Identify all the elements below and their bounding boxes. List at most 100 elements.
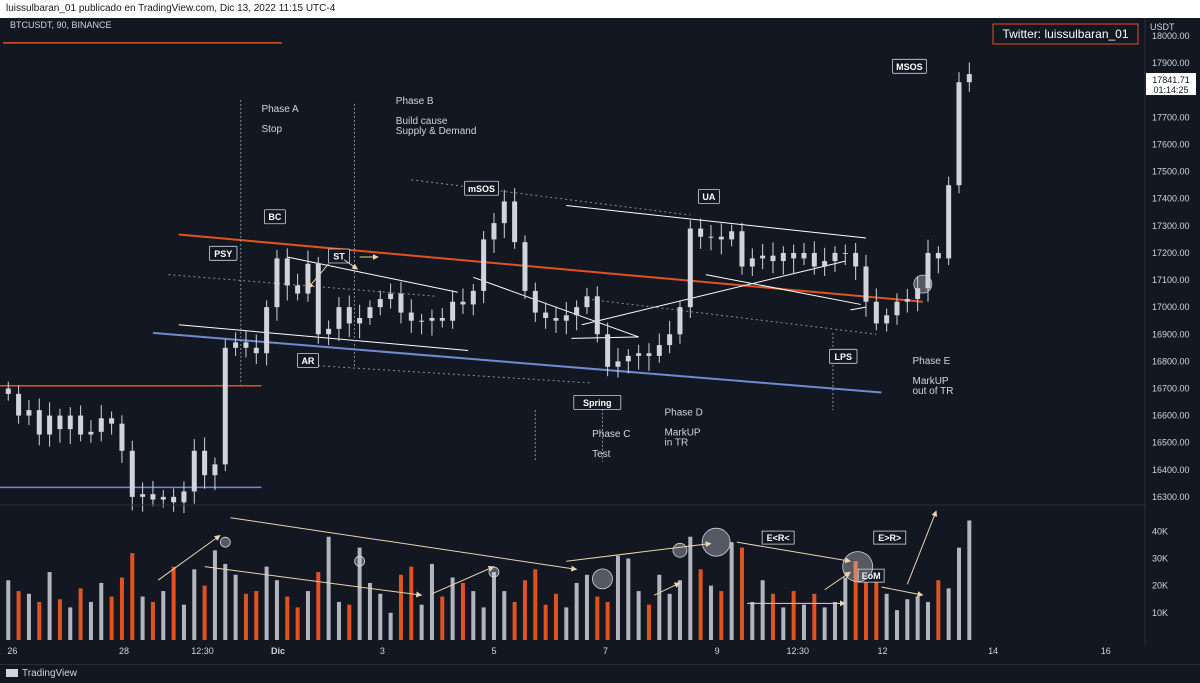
candle-body [119, 423, 125, 451]
volume-bar [202, 585, 207, 640]
volume-bar [6, 580, 11, 640]
volume-bar [729, 542, 734, 640]
candle-body [357, 317, 363, 324]
candle-body [36, 410, 42, 435]
volume-trend-arrow [906, 510, 938, 585]
candle-body [553, 317, 559, 321]
candle-body [171, 496, 177, 503]
candle-body [739, 231, 745, 267]
candle-body [109, 418, 115, 424]
last-price-badge [1146, 73, 1196, 96]
volume-bar [336, 601, 341, 640]
volume-bar [946, 588, 951, 640]
candle-body [346, 307, 352, 324]
volume-bar [574, 582, 579, 640]
candle-body [16, 393, 22, 416]
publish-caption: luissulbaran_01 publicado en TradingView… [0, 0, 1200, 18]
volume-highlight-circle [592, 568, 613, 590]
volume-bar [657, 574, 662, 640]
candle-body [160, 496, 166, 500]
price-tick-label: 17500.00 [1152, 167, 1190, 177]
volume-bar [605, 601, 610, 640]
candle-body [243, 342, 249, 348]
phase-subtitle: Test [592, 449, 611, 460]
volume-highlight-circle [701, 527, 731, 557]
candle-body [801, 252, 807, 259]
label-box-spring [573, 394, 622, 410]
label-box-st [328, 248, 350, 264]
volume-bar [109, 596, 114, 640]
volume-bar [295, 607, 300, 640]
candle-body [222, 347, 228, 465]
volume-bar [161, 591, 166, 640]
candle-body [150, 494, 156, 500]
candle-body [501, 201, 507, 224]
volume-bar [68, 607, 73, 640]
volume-bar [843, 577, 848, 640]
price-tick-label: 16300.00 [1152, 492, 1190, 502]
volume-label: EoM [862, 571, 881, 581]
volume-bar [254, 591, 259, 640]
btc-wyckoff-chart[interactable]: PSY BC ST AR mSOS Spring UA LPS MSOS Phase A Stop P… [0, 18, 1200, 664]
volume-bar [646, 604, 651, 640]
candle-body [594, 296, 600, 335]
volume-bar [357, 547, 362, 640]
candle-body [718, 236, 724, 240]
descending-resistance-trendline [178, 233, 923, 303]
descending-support-trendline [152, 331, 882, 394]
volume-bar [57, 599, 62, 640]
volume-bar [326, 536, 331, 640]
candle-body [904, 299, 910, 302]
price-tick-label: 17300.00 [1152, 221, 1190, 231]
candle-body [543, 312, 549, 318]
channel-mid-b [571, 336, 639, 339]
volume-bar [491, 572, 496, 640]
phase-title: Phase B [396, 96, 434, 107]
candle-body [47, 415, 53, 435]
volume-trend-arrow [204, 566, 423, 598]
candle-body [791, 252, 797, 259]
candle-body [98, 418, 104, 432]
time-tick-label: 7 [603, 646, 608, 656]
price-tick-label: 17900.00 [1152, 58, 1190, 68]
dotted-trend-a [168, 274, 438, 297]
volume-bar [853, 561, 858, 640]
phase-subtitle-2: out of TR [912, 386, 953, 397]
label-spring: Spring [583, 398, 612, 408]
candle-body [419, 320, 425, 322]
candle-body [512, 201, 518, 243]
label-box-ar [297, 352, 319, 368]
volume-bar [925, 601, 930, 640]
volume-trend-arrow [431, 566, 495, 595]
volume-bar [522, 580, 527, 640]
volume-bar [450, 577, 455, 640]
candle-body [481, 239, 487, 291]
footer-brand: TradingView [0, 664, 1200, 682]
volume-bar [801, 604, 806, 640]
volume-label-box [873, 530, 907, 545]
watermark-text: Twitter: luissulbaran_01 [1002, 27, 1128, 41]
volume-highlight-circle [219, 536, 231, 548]
dotted-trend-c [411, 179, 691, 216]
volume-bar [274, 580, 279, 640]
volume-bar [212, 550, 217, 640]
channel-ext-c [850, 306, 867, 311]
price-tick-label: 17100.00 [1152, 275, 1190, 285]
price-tick-label: 17000.00 [1152, 302, 1190, 312]
volume-bar [688, 536, 693, 640]
volume-highlight-circle [842, 551, 874, 583]
phase-title: Phase A [261, 104, 299, 115]
candle-body [749, 258, 755, 267]
volume-bar [584, 574, 589, 640]
volume-bar [171, 566, 176, 640]
candle-body [842, 252, 848, 254]
symbol-label: BTCUSDT, 90, BINANCE [10, 20, 112, 30]
candle-body [770, 255, 776, 262]
phase-subtitle-2: in TR [664, 438, 688, 449]
volume-trend-arrow [566, 541, 712, 562]
candle-body [574, 307, 580, 316]
volume-bar [367, 582, 372, 640]
label-box-msos [891, 58, 927, 74]
time-tick-label: 28 [119, 646, 129, 656]
volume-bar [419, 604, 424, 640]
